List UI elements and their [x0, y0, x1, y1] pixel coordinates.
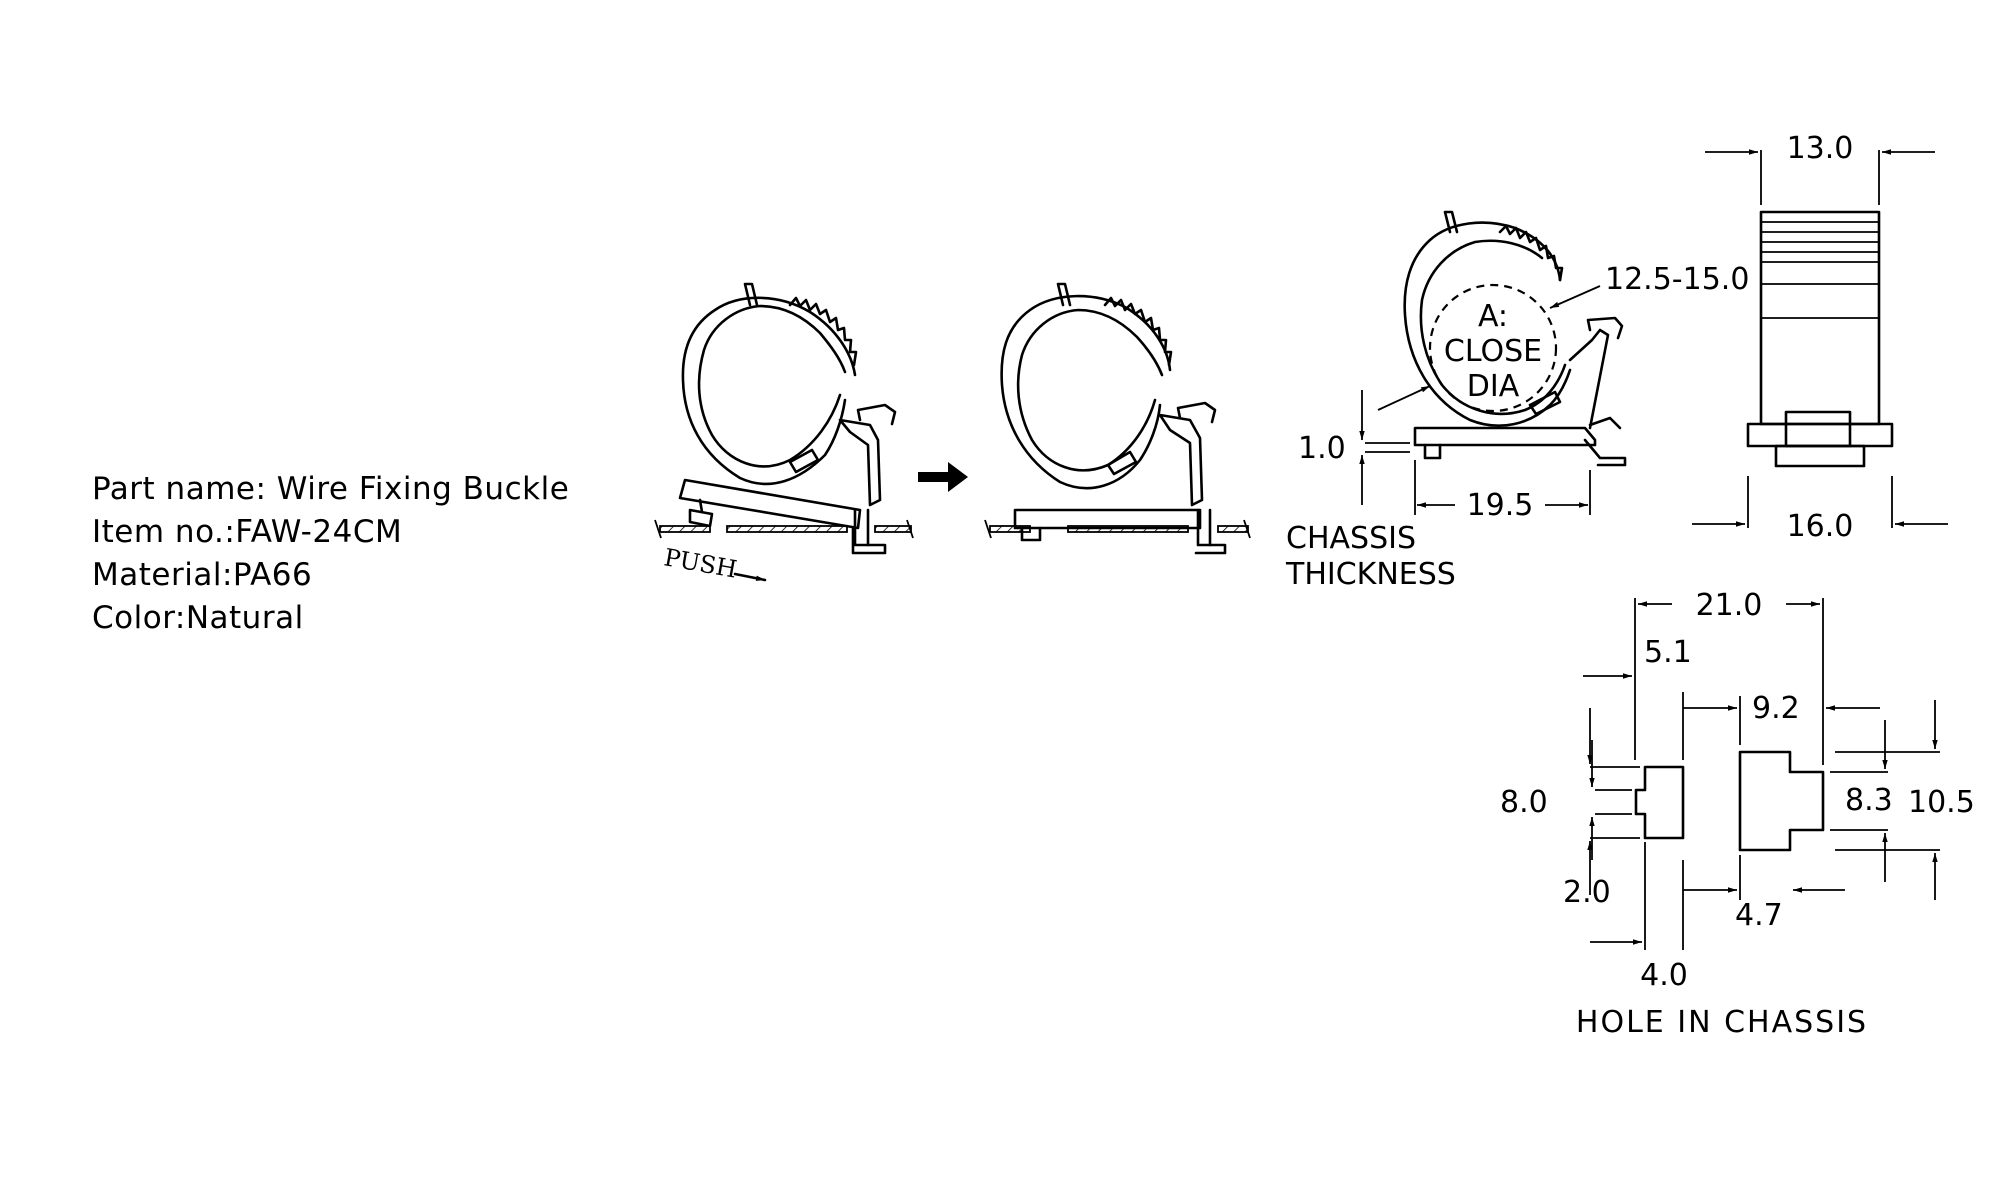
- clip-view-inserting: PUSH: [654, 282, 914, 584]
- chassis-plate-left: [659, 525, 711, 533]
- part-name: Part name: Wire Fixing Buckle: [92, 471, 570, 507]
- clip-ring-inner: [1419, 239, 1567, 416]
- latch-arm: [1568, 328, 1610, 430]
- close-dia-label-1: A:: [1478, 299, 1508, 334]
- clip-ring-inner: [1016, 308, 1164, 472]
- dim-close-dia: 12.5-15.0: [1605, 262, 1749, 297]
- chassis-thickness-label-2: THICKNESS: [1285, 557, 1456, 592]
- color: Color:Natural: [92, 600, 304, 636]
- push-label: PUSH: [662, 543, 739, 583]
- dim-hole-big-h: 10.5: [1908, 785, 1975, 820]
- clip-base: [1413, 426, 1597, 447]
- dim-hole-big-w: 9.2: [1752, 691, 1800, 726]
- dim-side-width: 13.0: [1787, 131, 1854, 166]
- clip-view-dimensioned: A: CLOSE DIA 12.5-15.0 1.0 19.5 CHASSIS …: [1285, 210, 1749, 592]
- chassis-plate-mid: [726, 525, 848, 533]
- close-dia-label-2: CLOSE: [1444, 334, 1542, 369]
- latch-arm: [1158, 413, 1204, 507]
- dim-hole-small-tab: 2.0: [1563, 875, 1611, 910]
- dim-hole-big-tab: 4.7: [1735, 898, 1783, 933]
- material: Material:PA66: [92, 557, 313, 593]
- clip-base: [678, 478, 862, 530]
- chassis-plate-right: [874, 525, 912, 533]
- hole-small: [1634, 765, 1685, 840]
- dim-hole-total: 21.0: [1696, 588, 1763, 623]
- dim-thickness: 1.0: [1298, 431, 1346, 466]
- clip-end-view: 13.0 16.0: [1692, 131, 1948, 544]
- clip-view-mounted: [984, 282, 1251, 555]
- clip-base: [1013, 508, 1202, 530]
- end-view-flange: [1746, 422, 1894, 448]
- dim-base-length: 19.5: [1467, 488, 1534, 523]
- close-dia-circle: [1428, 283, 1558, 413]
- clip-ring-inner: [697, 304, 847, 468]
- close-dia-label-3: DIA: [1467, 369, 1520, 404]
- dim-hole-big-h-inner: 8.3: [1845, 783, 1893, 818]
- chassis-thickness-label-1: CHASSIS: [1286, 521, 1416, 556]
- hole-in-chassis-view: 21.0 5.1 9.2 8.0 2.0 4.0 4.7: [1500, 588, 1975, 1040]
- clip-ring-outer: [681, 296, 857, 486]
- dim-hole-gap: 4.0: [1640, 958, 1688, 993]
- dim-hole-small-h: 8.0: [1500, 785, 1548, 820]
- dim-hole-small-w: 5.1: [1644, 635, 1692, 670]
- part-info: Part name: Wire Fixing Buckle Item no.:F…: [92, 468, 569, 640]
- clip-ring-outer: [1000, 294, 1172, 490]
- hole-big: [1738, 750, 1825, 852]
- chassis-plate-right: [1217, 525, 1249, 533]
- hole-in-chassis-label: HOLE IN CHASSIS: [1576, 1005, 1868, 1040]
- latch-arm: [838, 418, 882, 507]
- dim-side-base: 16.0: [1787, 509, 1854, 544]
- item-number: Item no.:FAW-24CM: [92, 514, 403, 550]
- transition-arrow: [918, 462, 968, 492]
- push-arrow: [733, 572, 767, 582]
